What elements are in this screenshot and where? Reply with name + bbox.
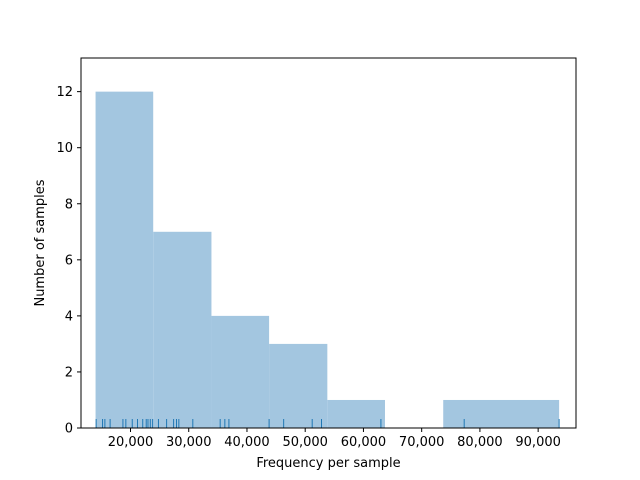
histogram-bar-1 bbox=[153, 231, 212, 428]
x-axis-ticks: 20,000 30,000 40,000 50,000 60,000 70,000 80,0… bbox=[108, 428, 561, 450]
x-tick-label: 50,000 bbox=[282, 435, 328, 450]
x-axis-label: Frequency per sample bbox=[256, 456, 400, 471]
y-tick-label: 8 bbox=[65, 197, 73, 212]
y-tick-label: 0 bbox=[65, 422, 73, 437]
x-tick-label: 40,000 bbox=[224, 435, 270, 450]
histogram-bar-0 bbox=[95, 91, 154, 429]
x-tick-label: 80,000 bbox=[457, 435, 503, 450]
x-tick-label: 20,000 bbox=[108, 435, 154, 450]
y-axis-ticks: 0 2 4 6 8 10 12 bbox=[56, 85, 81, 437]
y-tick-label: 2 bbox=[65, 365, 73, 380]
x-tick-label: 30,000 bbox=[166, 435, 212, 450]
y-tick-label: 6 bbox=[65, 253, 73, 268]
x-tick-label: 60,000 bbox=[341, 435, 387, 450]
y-tick-label: 12 bbox=[56, 85, 73, 100]
y-tick-label: 4 bbox=[65, 309, 73, 324]
y-tick-label: 10 bbox=[56, 141, 73, 156]
rug-marks bbox=[95, 419, 560, 428]
histogram-bar-3 bbox=[269, 343, 328, 428]
plot-frame bbox=[80, 57, 577, 429]
histogram-bar-6 bbox=[443, 399, 560, 428]
histogram-bar-4 bbox=[327, 399, 385, 428]
x-tick-label: 90,000 bbox=[515, 435, 561, 450]
histogram-bars bbox=[95, 91, 560, 429]
histogram-bar-2 bbox=[211, 315, 270, 428]
y-axis-label: Number of samples bbox=[33, 179, 48, 306]
x-tick-label: 70,000 bbox=[399, 435, 445, 450]
